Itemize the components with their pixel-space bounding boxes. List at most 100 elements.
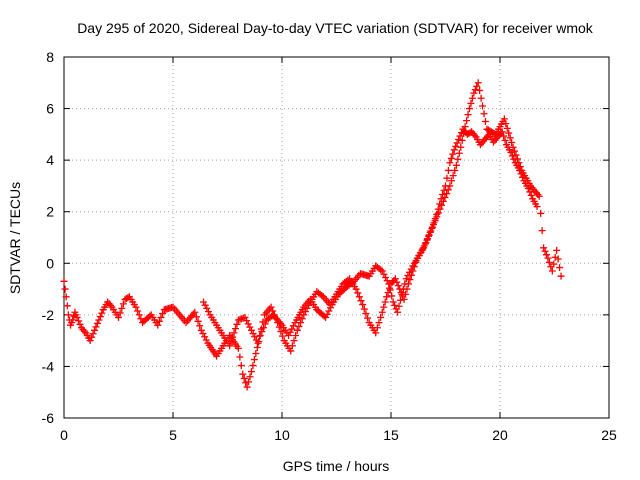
data-point xyxy=(468,94,476,102)
data-point xyxy=(323,310,331,318)
data-point xyxy=(96,313,104,321)
data-point xyxy=(453,139,461,147)
data-point xyxy=(63,302,71,310)
data-point xyxy=(544,254,552,262)
data-point xyxy=(364,314,372,322)
data-point xyxy=(535,192,543,200)
data-point xyxy=(279,332,287,340)
data-point xyxy=(200,298,208,306)
data-point xyxy=(540,244,548,252)
data-point xyxy=(286,328,294,336)
data-point xyxy=(360,305,368,313)
data-point xyxy=(272,315,280,323)
data-point xyxy=(553,246,561,254)
data-point xyxy=(293,326,301,334)
data-point xyxy=(511,147,519,155)
data-point xyxy=(384,289,392,297)
data-point xyxy=(394,308,402,316)
data-point xyxy=(455,136,463,144)
data-point xyxy=(93,319,101,327)
x-tick-label: 0 xyxy=(60,427,68,443)
data-point xyxy=(301,308,309,316)
data-point xyxy=(352,285,360,293)
data-point xyxy=(159,310,167,318)
data-point xyxy=(378,308,386,316)
data-point xyxy=(383,293,391,301)
data-point xyxy=(241,313,249,321)
data-point xyxy=(354,289,362,297)
data-point xyxy=(449,172,457,180)
data-point xyxy=(381,298,389,306)
data-point xyxy=(245,378,253,386)
data-point xyxy=(391,275,399,283)
data-point xyxy=(62,293,70,301)
data-point xyxy=(61,285,69,293)
data-point xyxy=(458,136,466,144)
data-point xyxy=(92,323,100,331)
data-point xyxy=(461,123,469,131)
data-point xyxy=(439,197,447,205)
data-point xyxy=(300,311,308,319)
data-point xyxy=(436,205,444,213)
data-point xyxy=(322,313,330,321)
data-point xyxy=(397,289,405,297)
x-tick-label: 15 xyxy=(383,427,399,443)
data-point xyxy=(95,316,103,324)
data-point xyxy=(507,148,515,156)
y-tick-label: -2 xyxy=(42,307,55,323)
data-point xyxy=(298,315,306,323)
data-points xyxy=(60,79,565,391)
data-point xyxy=(191,308,199,316)
y-tick-label: -6 xyxy=(42,410,55,426)
data-point xyxy=(380,303,388,311)
data-point xyxy=(377,313,385,321)
data-point xyxy=(410,263,418,271)
data-point xyxy=(256,332,264,340)
data-point xyxy=(509,143,517,151)
data-point xyxy=(428,224,436,232)
data-point xyxy=(240,374,248,382)
data-point xyxy=(380,270,388,278)
data-point xyxy=(229,333,237,341)
data-point xyxy=(234,344,242,352)
data-point xyxy=(464,111,472,119)
data-point xyxy=(391,301,399,309)
data-point xyxy=(267,303,275,311)
data-point xyxy=(409,267,417,275)
chart-title: Day 295 of 2020, Sidereal Day-to-day VTE… xyxy=(77,20,594,36)
y-axis-label: SDTVAR / TECUs xyxy=(7,182,23,294)
data-point xyxy=(135,311,143,319)
data-point xyxy=(378,267,386,275)
data-point xyxy=(433,213,441,221)
data-point xyxy=(115,313,122,321)
data-point xyxy=(226,342,234,350)
data-point xyxy=(463,117,471,125)
data-point xyxy=(501,136,509,144)
data-point xyxy=(275,323,283,331)
data-point xyxy=(389,298,397,306)
data-point xyxy=(503,124,511,132)
data-point xyxy=(132,303,140,311)
data-point xyxy=(88,333,96,341)
data-point xyxy=(288,325,296,333)
data-point xyxy=(479,102,487,110)
data-point xyxy=(508,152,516,160)
data-point xyxy=(443,174,451,182)
data-point xyxy=(277,328,285,336)
data-point xyxy=(237,362,245,370)
data-point xyxy=(425,232,433,240)
data-point xyxy=(527,191,535,199)
data-point xyxy=(253,344,261,352)
data-point xyxy=(116,309,124,317)
data-point xyxy=(460,129,468,137)
data-point xyxy=(357,297,365,305)
data-point xyxy=(270,311,278,319)
data-point xyxy=(89,330,97,338)
data-point xyxy=(247,326,255,334)
y-tick-label: -4 xyxy=(42,358,55,374)
data-point xyxy=(246,373,254,381)
data-point xyxy=(446,182,454,190)
y-tick-label: 2 xyxy=(46,204,54,220)
data-point xyxy=(203,304,211,312)
data-point xyxy=(355,293,363,301)
